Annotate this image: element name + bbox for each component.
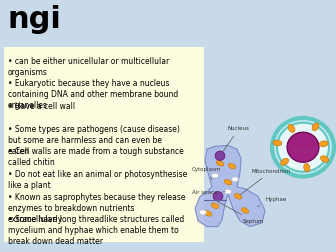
Text: • Do not eat like an animal or photosynthesise
like a plant: • Do not eat like an animal or photosynt… [8, 170, 187, 190]
Ellipse shape [204, 210, 212, 216]
Ellipse shape [232, 177, 239, 182]
Text: MOTEPO: MOTEPO [292, 149, 314, 154]
Text: Hyphae: Hyphae [258, 197, 286, 207]
Text: • Some have long threadlike structures called
mycelium and hyphae which enable t: • Some have long threadlike structures c… [8, 215, 184, 246]
Text: • Known as saprophytes because they release
enzymes to breakdown nutrients
extra: • Known as saprophytes because they rele… [8, 193, 185, 224]
Ellipse shape [272, 118, 334, 176]
Ellipse shape [224, 189, 232, 194]
Ellipse shape [211, 203, 219, 209]
Text: Nucleus: Nucleus [222, 126, 250, 153]
Ellipse shape [281, 158, 289, 165]
Ellipse shape [228, 163, 236, 169]
Ellipse shape [304, 164, 310, 172]
Ellipse shape [321, 156, 329, 162]
Ellipse shape [224, 179, 232, 185]
Circle shape [213, 192, 223, 201]
Text: • Eukaryotic because they have a nucleus
containing DNA and other membrane bound: • Eukaryotic because they have a nucleus… [8, 79, 178, 110]
Text: ngi: ngi [8, 5, 62, 34]
Ellipse shape [288, 124, 295, 132]
Ellipse shape [319, 141, 328, 147]
Text: Mitochondrion: Mitochondrion [240, 169, 291, 195]
Text: Septum: Septum [217, 201, 264, 224]
Text: Air space: Air space [192, 191, 225, 196]
Circle shape [287, 132, 319, 162]
Polygon shape [195, 145, 265, 227]
Ellipse shape [234, 194, 242, 199]
Ellipse shape [200, 210, 207, 215]
FancyBboxPatch shape [0, 8, 336, 43]
Ellipse shape [211, 173, 218, 178]
Circle shape [215, 151, 225, 161]
Text: • Cell walls are made from a tough substance
called chitin: • Cell walls are made from a tough subst… [8, 147, 184, 167]
Ellipse shape [312, 123, 319, 131]
Ellipse shape [277, 123, 329, 172]
Text: • can be either unicellular or multicellular
organisms: • can be either unicellular or multicell… [8, 56, 169, 77]
Ellipse shape [241, 208, 249, 213]
FancyBboxPatch shape [4, 47, 204, 242]
Ellipse shape [273, 140, 282, 146]
Text: • Some types are pathogens (cause disease)
but some are harmless and can even be: • Some types are pathogens (cause diseas… [8, 124, 180, 156]
Text: Cytoplasm: Cytoplasm [192, 167, 221, 180]
Ellipse shape [216, 161, 224, 166]
Text: • Have a cell wall: • Have a cell wall [8, 102, 75, 111]
